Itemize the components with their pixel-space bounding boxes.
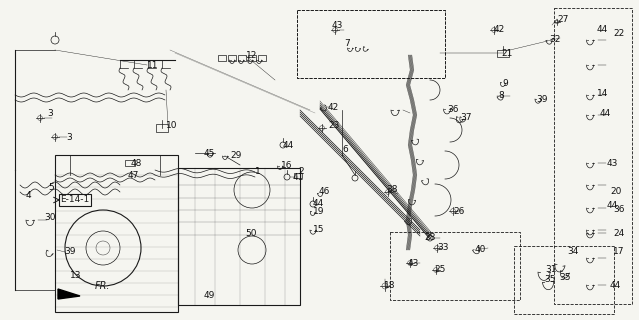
Text: 1: 1 [255,167,261,177]
Text: 3: 3 [66,132,72,141]
Text: 43: 43 [332,21,343,30]
Text: 24: 24 [613,228,624,237]
Bar [55,155,178,312]
Text: 41: 41 [293,172,304,181]
Text: 35: 35 [559,274,571,283]
Text: 42: 42 [328,102,339,111]
Text: 2: 2 [298,166,304,175]
Text: FR.: FR. [95,281,111,291]
Text: 5: 5 [48,183,54,193]
Text: 35: 35 [544,276,555,284]
Text: 25: 25 [434,266,445,275]
Text: 44: 44 [597,26,608,35]
Bar [238,55,246,61]
Text: 6: 6 [342,145,348,154]
Text: 12: 12 [246,52,258,60]
Text: 39: 39 [536,94,548,103]
Text: 43: 43 [408,259,419,268]
Text: 30: 30 [44,212,56,221]
Text: 11: 11 [147,60,158,69]
Text: 37: 37 [460,114,472,123]
Text: 39: 39 [64,247,75,257]
Text: 42: 42 [494,26,505,35]
Text: 40: 40 [475,244,486,253]
Text: 13: 13 [70,271,82,281]
Bar [178,168,300,305]
Text: 15: 15 [313,226,325,235]
Text: 10: 10 [166,122,178,131]
Text: 4: 4 [26,190,31,199]
Text: 23: 23 [328,121,339,130]
Text: 45: 45 [204,148,215,157]
Bar [497,50,509,57]
Text: 33: 33 [437,244,449,252]
Text: 34: 34 [567,247,578,257]
Text: 28: 28 [424,234,435,243]
Polygon shape [58,289,80,299]
Text: 29: 29 [230,151,242,161]
Text: 43: 43 [607,158,619,167]
Text: 9: 9 [502,78,508,87]
Bar [258,55,266,61]
Text: 44: 44 [610,281,621,290]
Bar [218,55,226,61]
Text: 38: 38 [386,186,397,195]
Bar [228,55,236,61]
Text: 26: 26 [453,206,465,215]
Text: 3: 3 [47,108,53,117]
Text: 48: 48 [131,158,142,167]
Text: 19: 19 [313,207,325,217]
Text: 44: 44 [600,108,612,117]
Text: 20: 20 [610,188,621,196]
Text: 49: 49 [204,292,215,300]
Bar [248,55,256,61]
Text: 22: 22 [613,28,624,37]
Bar [390,232,520,300]
Bar [156,124,168,132]
Text: 32: 32 [549,36,560,44]
Text: 46: 46 [319,188,330,196]
Text: 44: 44 [607,201,619,210]
Text: 18: 18 [384,282,396,291]
Text: 44: 44 [283,140,294,149]
Text: 7: 7 [344,38,350,47]
Bar [294,172,302,178]
Bar [297,10,445,78]
Text: E-14-1: E-14-1 [60,196,89,204]
Text: 17: 17 [613,247,624,257]
Text: 8: 8 [498,92,504,100]
Text: 21: 21 [501,49,512,58]
Text: 50: 50 [245,229,256,238]
Text: E-14-1: E-14-1 [61,196,88,204]
Text: 44: 44 [313,199,324,209]
Text: 36: 36 [447,105,459,114]
Text: 27: 27 [557,14,568,23]
Text: 14: 14 [597,90,608,99]
Text: 16: 16 [281,162,293,171]
Bar [297,10,445,78]
Bar [125,160,135,166]
Bar [554,8,632,304]
Text: 47: 47 [128,172,139,180]
Text: 36: 36 [613,204,624,213]
Text: 31: 31 [545,266,557,275]
Bar [514,246,614,314]
